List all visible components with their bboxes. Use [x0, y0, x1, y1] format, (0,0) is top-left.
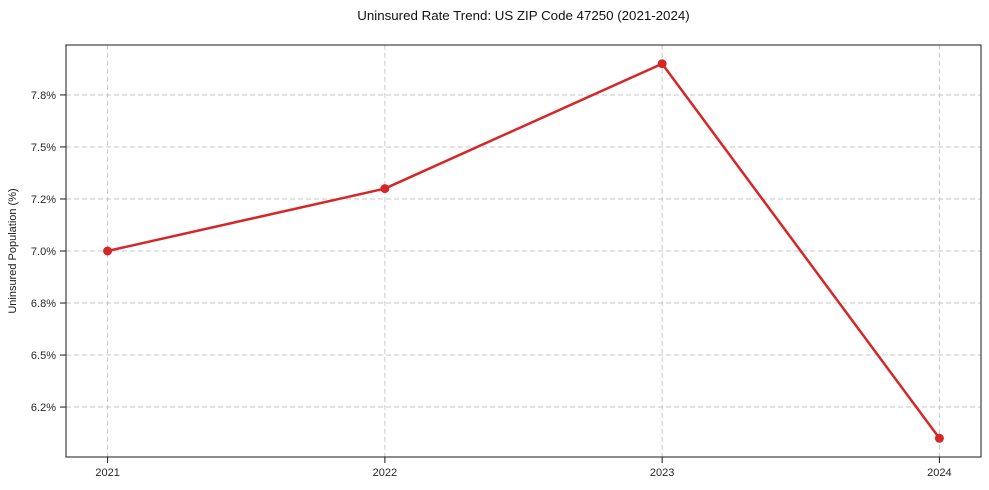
x-tick-label: 2024	[927, 467, 951, 479]
y-tick-label: 7.5%	[31, 142, 56, 154]
y-tick-label: 6.8%	[31, 298, 56, 310]
y-tick-label: 6.5%	[31, 350, 56, 362]
x-tick-label: 2021	[95, 467, 119, 479]
data-point	[380, 184, 390, 194]
trend-line	[106, 62, 941, 440]
y-tick-label: 7.0%	[31, 246, 56, 258]
data-point	[934, 433, 944, 443]
x-tick-label: 2023	[650, 467, 674, 479]
data-point	[657, 59, 667, 69]
y-tick-label: 7.2%	[31, 194, 56, 206]
x-tick-label: 2022	[373, 467, 397, 479]
y-tick-label: 7.8%	[31, 90, 56, 102]
chart-title: Uninsured Rate Trend: US ZIP Code 47250 …	[357, 8, 690, 23]
data-point	[103, 246, 113, 256]
y-tick-label: 6.2%	[31, 402, 56, 414]
